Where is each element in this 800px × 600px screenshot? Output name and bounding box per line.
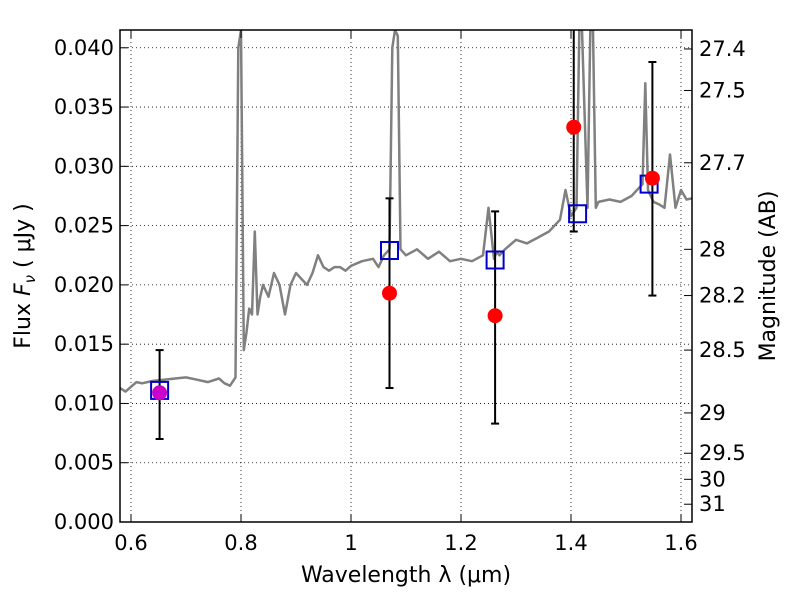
y2-tick-label: 27.7 [699,151,746,175]
observed-point [644,170,660,186]
x-tick-label: 0.8 [224,531,257,555]
y2-tick-label: 28.5 [699,338,746,362]
y2-tick-label: 30 [699,467,726,491]
model-square [380,241,399,261]
y-tick-label: 0.020 [54,273,114,297]
y2-tick-label: 27.5 [699,78,746,102]
y2-tick-label: 28.2 [699,284,746,308]
x-tick-label: 1.2 [444,531,477,555]
y2-tick-label: 27.4 [699,37,746,61]
y-tick-label: 0.010 [54,391,114,415]
observed-point [487,308,503,324]
y-axis-label: Flux Fν ( μJy ) [11,203,39,348]
plot-frame [119,29,693,523]
spectrum-line [120,30,692,393]
observed-point [566,119,582,135]
y-tick-label: 0.000 [54,510,114,534]
y-tick-label: 0.030 [54,154,114,178]
x-tick-label: 1 [344,531,357,555]
y2-tick-label: 31 [699,492,726,516]
y2-tick-label: 28 [699,237,726,261]
observed-point [382,285,397,301]
model-square [485,250,505,270]
observed-point [152,385,168,401]
axis-ticks [120,30,692,523]
y-tick-label: 0.040 [54,36,114,60]
x-axis-label: Wavelength λ (μm) [301,563,511,588]
x-tick-label: 1.4 [554,531,587,555]
x-tick-label: 0.6 [114,531,147,555]
plot-area [120,30,692,441]
y2-tick-label: 29.5 [699,441,746,465]
y2-axis-label: Magnitude (AB) [756,191,781,362]
y2-tick-label: 29 [699,401,726,425]
y-tick-label: 0.025 [54,214,114,238]
y-tick-label: 0.005 [54,451,114,475]
x-tick-label: 1.6 [664,531,697,555]
x-tick-labels: 0.6 0.8 1 1.2 1.4 1.6 [114,531,697,555]
y-tick-label: 0.015 [54,332,114,356]
model-square [568,204,588,224]
grid-lines [120,30,692,522]
y-tick-labels: 0.000 0.005 0.010 0.015 0.020 0.025 0.030 0.035… [54,36,114,534]
y-tick-label: 0.035 [54,95,114,119]
